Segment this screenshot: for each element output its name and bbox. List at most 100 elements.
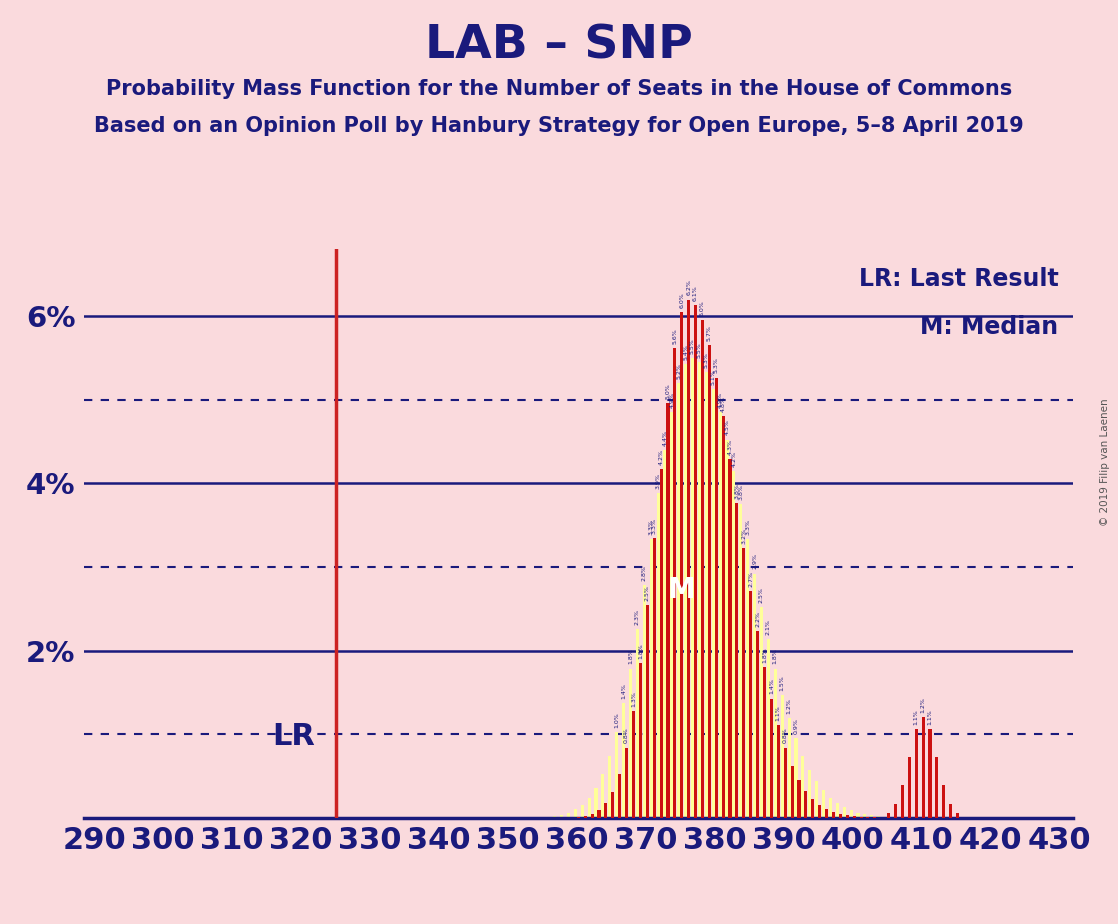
Bar	[850, 810, 853, 818]
Bar	[701, 321, 704, 818]
Bar	[638, 663, 642, 818]
Bar	[739, 505, 742, 818]
Text: 5.6%: 5.6%	[672, 328, 678, 344]
Bar	[688, 299, 690, 818]
Bar	[671, 412, 673, 818]
Bar	[553, 816, 556, 818]
Bar	[749, 591, 752, 818]
Text: 4.2%: 4.2%	[659, 448, 664, 465]
Bar	[828, 797, 832, 818]
Bar	[721, 417, 724, 818]
Bar	[714, 378, 718, 818]
Text: 1.4%: 1.4%	[622, 683, 626, 699]
Bar	[770, 699, 773, 818]
Text: 2.2%: 2.2%	[755, 611, 760, 626]
Text: 6.0%: 6.0%	[700, 300, 705, 316]
Text: 1.2%: 1.2%	[787, 699, 792, 714]
Text: 1.1%: 1.1%	[913, 710, 919, 725]
Bar	[928, 729, 931, 818]
Bar	[622, 703, 625, 818]
Text: 1.5%: 1.5%	[779, 675, 785, 691]
Text: 1.1%: 1.1%	[928, 710, 932, 725]
Bar	[863, 814, 866, 818]
Text: 0.8%: 0.8%	[783, 728, 788, 744]
Bar	[767, 639, 770, 818]
Bar	[636, 629, 638, 818]
Text: 4.9%: 4.9%	[670, 392, 674, 408]
Bar	[580, 805, 584, 818]
Bar	[742, 548, 746, 818]
Bar	[756, 631, 759, 818]
Bar	[629, 669, 632, 818]
Bar	[822, 790, 825, 818]
Bar	[608, 756, 612, 818]
Bar	[825, 809, 828, 818]
Bar	[908, 757, 911, 818]
Text: 3.3%: 3.3%	[648, 518, 654, 535]
Bar	[680, 312, 683, 818]
Bar	[790, 766, 794, 818]
Bar	[870, 815, 873, 818]
Text: 2.9%: 2.9%	[752, 553, 757, 569]
Text: 5.7%: 5.7%	[707, 325, 712, 341]
Text: LAB – SNP: LAB – SNP	[425, 23, 693, 68]
Bar	[956, 813, 959, 818]
Bar	[719, 412, 722, 818]
Bar	[843, 808, 846, 818]
Bar	[838, 814, 842, 818]
Bar	[818, 805, 822, 818]
Text: 2.7%: 2.7%	[748, 571, 754, 587]
Bar	[663, 450, 666, 818]
Text: 5.3%: 5.3%	[704, 352, 709, 368]
Bar	[577, 817, 580, 818]
Text: 2.5%: 2.5%	[759, 588, 764, 603]
Bar	[574, 809, 577, 818]
Bar	[784, 748, 787, 818]
Bar	[936, 757, 938, 818]
Bar	[615, 732, 618, 818]
Bar	[694, 305, 698, 818]
Bar	[884, 817, 888, 818]
Text: 0.9%: 0.9%	[794, 719, 798, 735]
Text: 4.2%: 4.2%	[731, 451, 737, 467]
Bar	[678, 383, 680, 818]
Bar	[760, 607, 764, 818]
Bar	[597, 809, 600, 818]
Bar	[894, 804, 897, 818]
Text: 2.3%: 2.3%	[635, 609, 639, 625]
Text: 6.2%: 6.2%	[686, 280, 691, 296]
Bar	[584, 816, 587, 818]
Text: 5.1%: 5.1%	[711, 370, 716, 385]
Text: 1.8%: 1.8%	[628, 649, 633, 664]
Text: 3.8%: 3.8%	[738, 484, 743, 500]
Text: 3.3%: 3.3%	[746, 518, 750, 535]
Text: 5.5%: 5.5%	[690, 338, 695, 354]
Text: Probability Mass Function for the Number of Seats in the House of Commons: Probability Mass Function for the Number…	[106, 79, 1012, 99]
Bar	[646, 604, 648, 818]
Bar	[625, 748, 628, 818]
Bar	[632, 711, 635, 818]
Bar	[921, 717, 925, 818]
Text: 5.4%: 5.4%	[683, 345, 689, 360]
Text: 1.4%: 1.4%	[769, 678, 774, 694]
Bar	[567, 812, 570, 818]
Text: 1.8%: 1.8%	[638, 643, 643, 659]
Bar	[787, 718, 790, 818]
Bar	[666, 403, 670, 818]
Text: 3.8%: 3.8%	[735, 483, 739, 499]
Bar	[595, 787, 597, 818]
Bar	[660, 468, 663, 818]
Bar	[704, 372, 708, 818]
Bar	[612, 792, 615, 818]
Text: 2.1%: 2.1%	[766, 619, 771, 635]
Bar	[915, 729, 918, 818]
Bar	[650, 539, 653, 818]
Bar	[691, 359, 694, 818]
Bar	[812, 798, 814, 818]
Bar	[762, 667, 766, 818]
Text: 1.8%: 1.8%	[762, 647, 767, 663]
Text: M: Median: M: Median	[920, 315, 1059, 339]
Bar	[815, 781, 818, 818]
Bar	[845, 815, 849, 818]
Text: 5.3%: 5.3%	[713, 358, 719, 373]
